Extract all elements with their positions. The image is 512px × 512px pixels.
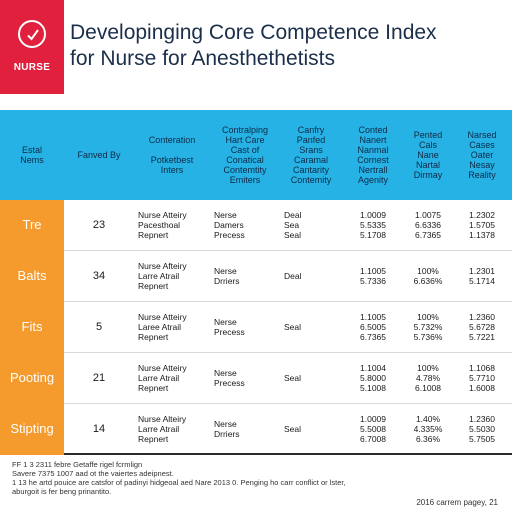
column-header-5: Canfry Panfed Srans Caramal Cantarity Co… <box>290 125 332 185</box>
canfry-cell: Deal Sea Seal <box>284 210 302 240</box>
contribution-cell: Nurse Atteiry Larre Atrail Repnert <box>138 363 187 393</box>
row-label-band <box>0 251 64 302</box>
column-header-1: Estal Nems <box>20 145 44 165</box>
narsed-cell: 1.2302 1.5705 1.1378 <box>469 210 495 240</box>
pented-cell: 1.0075 6.6336 6.7365 <box>415 210 441 240</box>
conted-cell: 1.0009 5.5335 5.1708 <box>360 210 386 240</box>
logo-text: NURSE <box>13 62 51 73</box>
row-label-band <box>0 302 64 353</box>
canfry-cell: Seal <box>284 423 302 434</box>
nurse-logo: NURSE <box>0 0 64 94</box>
table-row: Balts 34 Nurse Afteiry Larre Atrail Repner… <box>0 251 512 302</box>
footnote-line: Savere 7375 1007 aad ot the vaiertes ade… <box>12 469 174 478</box>
footnote-line: 1 13 he artd pouice are catsfor of padin… <box>12 478 346 487</box>
care-cost-cell: Nerse Precess <box>214 368 245 388</box>
column-header-3: Conteration Potketbest Inters <box>148 135 196 175</box>
footnote-line: FF 1 3 2311 febre Getaffe rigel fcrmlign <box>12 460 143 469</box>
row-label-cell: Balts <box>17 268 47 283</box>
conted-cell: 1.1005 6.5005 6.7365 <box>360 312 386 342</box>
fanved-by-cell: 5 <box>95 321 103 333</box>
fanved-by-cell: 21 <box>92 372 106 384</box>
care-cost-cell: Nerse Drriers <box>214 418 240 439</box>
column-header-4: Contralping Hart Care Cast of Conatical … <box>221 125 269 185</box>
row-label-cell: Tre <box>22 217 42 232</box>
care-cost-cell: Nerse Precess <box>214 317 245 337</box>
narsed-cell: 1.2360 5.6728 5.7221 <box>469 312 495 342</box>
narsed-cell: 1.2360 5.5030 5.7505 <box>469 413 495 444</box>
contribution-cell: Nurse Atteiry Pacesthoal Repnert <box>138 210 187 240</box>
contribution-cell: Nurse Atteiry Laree Atrail Repnert <box>138 312 187 342</box>
narsed-cell: 1.1068 5.7710 1.6008 <box>469 363 495 393</box>
care-cost-cell: Nerse Drriers <box>214 266 240 286</box>
row-label-cell: Pooting <box>9 370 55 385</box>
narsed-cell: 1.2301 5.1714 <box>469 266 495 286</box>
fanved-by-cell: 14 <box>92 422 106 435</box>
table-row: Pooting 21 Nurse Atteiry Larre Atrail Repn… <box>0 353 512 404</box>
canfry-cell: Seal <box>284 322 302 332</box>
column-header-8: Narsed Cases Oater Nesay Reality <box>467 130 497 180</box>
pented-cell: 100% 4.78% 6.1008 <box>415 363 441 393</box>
page-title: Developinging Core Competence Index for … <box>70 20 437 72</box>
contribution-cell: Nurse Alteiry Larre Atrail Repnert <box>138 413 187 444</box>
row-label-band <box>0 353 64 404</box>
row-label-band <box>0 200 64 251</box>
title-line-2: for Nurse for Anesthethetists <box>70 47 335 70</box>
pented-cell: 1.40% 4.335% 6.36% <box>413 413 443 444</box>
conted-cell: 1.1005 5.7336 <box>360 266 386 286</box>
care-cost-cell: Nerse Damers Precess <box>214 210 245 240</box>
table-row: Tre 23 Nurse Atteiry Pacesthoal Repnert Ner… <box>0 200 512 251</box>
table-header: Estal Nems Fanved By Conteration Potketbes… <box>0 110 512 200</box>
conted-cell: 1.1004 5.8000 5.1008 <box>360 363 386 393</box>
fanved-by-cell: 23 <box>92 219 106 231</box>
check-circle-icon <box>18 20 46 48</box>
fanved-by-cell: 34 <box>92 270 106 282</box>
pented-cell: 100% 5.732% 5.736% <box>413 312 443 342</box>
row-label-band <box>0 404 64 455</box>
canfry-cell: Deal <box>284 271 302 281</box>
title-line-1: Developinging Core Competence Index <box>70 21 437 44</box>
page-credit: 2016 carrem pagey, 21 <box>416 498 498 507</box>
canfry-cell: Seal <box>284 373 302 383</box>
conted-cell: 1.0009 5.5008 6.7008 <box>360 413 386 444</box>
row-label-cell: Stipting <box>10 420 54 436</box>
column-header-7: Pented Cals Nane Nartal Dirmay <box>413 130 443 180</box>
row-label-cell: Fits <box>21 319 43 334</box>
table-row: Stipting 14 Nurse Alteiry Larre Atrail Rep… <box>0 404 512 455</box>
pented-cell: 100% 6.636% <box>413 266 443 286</box>
table-row: Fits 5 Nurse Atteiry Laree Atrail Repnert N… <box>0 302 512 353</box>
footnotes: FF 1 3 2311 febre Getaffe rigel fcrmlign… <box>12 460 502 496</box>
page-header: NURSE Developinging Core Competence Inde… <box>0 0 512 96</box>
footnote-line: aburgoit is fer beng prinantito. <box>12 487 112 496</box>
column-header-2: Fanved By <box>77 150 121 160</box>
table-body: Tre 23 Nurse Atteiry Pacesthoal Repnert Ner… <box>0 200 512 455</box>
contribution-cell: Nurse Afteiry Larre Atrail Repnert <box>138 261 187 291</box>
column-header-6: Conted Nanert Nanmal Cornest Nertrall Ag… <box>357 125 389 185</box>
